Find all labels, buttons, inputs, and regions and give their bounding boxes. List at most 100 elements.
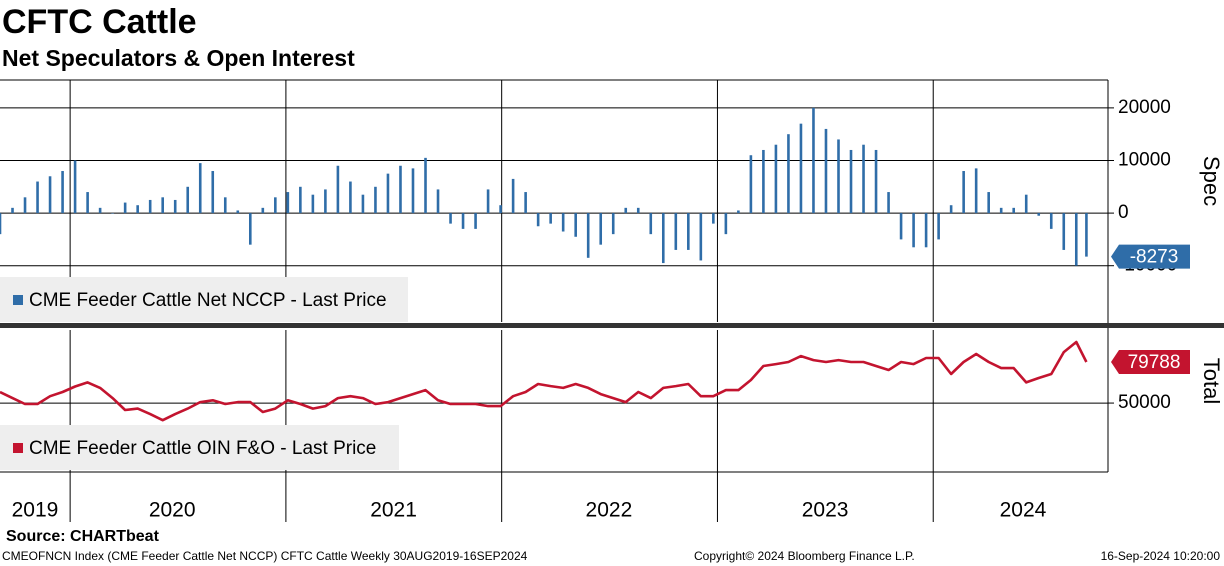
- bar: [98, 207, 102, 214]
- bar: [687, 213, 690, 250]
- bar: [411, 168, 415, 214]
- bar: [486, 189, 490, 214]
- last-value-label: -8273: [1130, 247, 1179, 268]
- y-axis-label: Spec: [1199, 156, 1224, 206]
- bar: [937, 213, 940, 240]
- bar: [461, 213, 465, 229]
- bar: [774, 144, 778, 214]
- bar: [999, 207, 1003, 214]
- bar: [336, 165, 340, 214]
- bar: [837, 139, 840, 214]
- bar: [586, 213, 590, 258]
- y-tick-label: 20000: [1118, 97, 1171, 118]
- legend-box: [0, 425, 399, 470]
- bar: [248, 213, 252, 245]
- bar: [449, 213, 452, 224]
- bar: [574, 213, 577, 237]
- bar: [636, 207, 640, 214]
- bar: [661, 213, 665, 264]
- line: [0, 340, 1088, 422]
- x-tick-label: 2019: [12, 499, 59, 522]
- bar: [799, 123, 803, 214]
- bar: [924, 213, 928, 248]
- bar: [737, 210, 740, 214]
- last-value-tag: [1111, 350, 1190, 375]
- bar: [148, 199, 152, 214]
- bar: [962, 171, 965, 214]
- bar: [223, 197, 227, 214]
- bar: [236, 210, 240, 214]
- bar: [474, 213, 477, 229]
- legend-swatch: [13, 443, 23, 453]
- bar: [73, 160, 77, 214]
- y-tick-label: 10000: [1118, 150, 1171, 171]
- last-value-label: 79788: [1128, 352, 1181, 373]
- bar: [261, 207, 265, 214]
- bar: [1049, 213, 1053, 229]
- bar: [611, 213, 615, 235]
- bar: [211, 171, 215, 214]
- bar: [699, 213, 703, 261]
- chart-subtitle: Net Speculators & Open Interest: [2, 45, 355, 71]
- bar: [311, 194, 315, 214]
- bar: [299, 186, 302, 214]
- bar: [61, 171, 64, 214]
- bar: [1012, 207, 1016, 214]
- bar: [1024, 194, 1028, 214]
- bar: [749, 155, 753, 214]
- bar: [824, 128, 828, 214]
- bar: [324, 189, 327, 214]
- bar: [712, 213, 715, 224]
- bar: [849, 149, 853, 214]
- bar: [524, 192, 527, 214]
- bar: [1037, 213, 1041, 216]
- bar: [1062, 213, 1066, 250]
- bar: [274, 197, 277, 214]
- bar: [599, 213, 603, 245]
- last-value-tag: [1111, 244, 1190, 269]
- bar: [724, 213, 728, 235]
- bar: [912, 213, 915, 248]
- bar: [949, 205, 953, 214]
- bar: [123, 202, 127, 214]
- bar: [111, 213, 114, 214]
- bar: [198, 163, 202, 214]
- bar: [674, 213, 678, 250]
- bar: [424, 157, 427, 214]
- bar: [974, 168, 978, 214]
- bar: [787, 134, 790, 214]
- x-tick-label: 2021: [370, 499, 417, 522]
- x-tick-label: 2023: [802, 499, 849, 522]
- panel-separator: [0, 323, 1224, 328]
- bar: [1074, 213, 1078, 266]
- bar: [561, 213, 565, 232]
- bar: [624, 207, 628, 214]
- bar: [511, 178, 515, 214]
- y-axis-label: Total: [1199, 358, 1224, 404]
- bar: [887, 192, 890, 214]
- bar: [36, 181, 39, 214]
- bar: [136, 205, 139, 214]
- bar: [186, 186, 190, 214]
- bar: [899, 213, 903, 240]
- bar: [173, 199, 177, 214]
- bar: [374, 186, 377, 214]
- bar: [386, 173, 390, 214]
- x-tick-label: 2022: [586, 499, 633, 522]
- bar: [11, 207, 14, 214]
- bar: [1085, 213, 1088, 257]
- bar: [436, 189, 440, 214]
- legend-label: CME Feeder Cattle Net NCCP - Last Price: [29, 290, 387, 311]
- footer-timestamp: 16-Sep-2024 10:20:00: [1101, 549, 1221, 563]
- bar: [0, 213, 2, 235]
- bar: [874, 149, 878, 214]
- x-tick-label: 2020: [149, 499, 196, 522]
- bar: [399, 165, 402, 214]
- bar: [649, 213, 653, 235]
- y-tick-label: 0: [1118, 202, 1129, 223]
- footer-copyright: Copyright© 2024 Bloomberg Finance L.P.: [694, 549, 915, 563]
- bar: [812, 107, 815, 214]
- bar: [86, 192, 89, 214]
- bar: [499, 205, 502, 214]
- bar: [161, 197, 164, 214]
